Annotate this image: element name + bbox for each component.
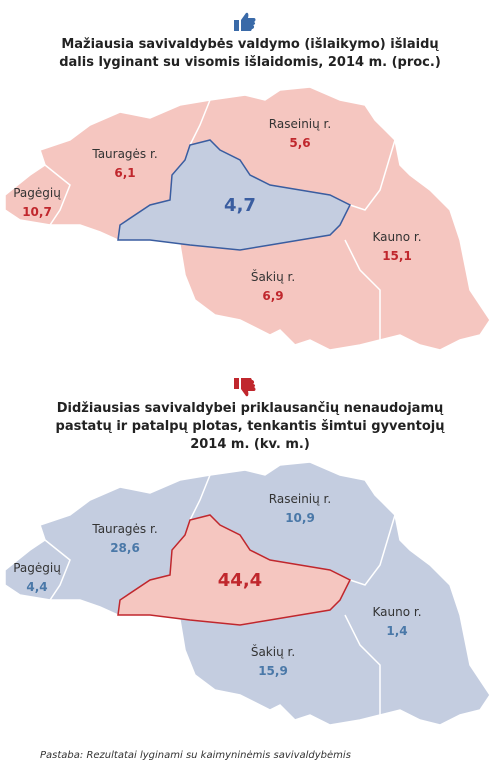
region-value: 5,6: [289, 136, 310, 150]
map-1: [4, 86, 491, 351]
region-name: Kauno r.: [372, 605, 421, 619]
region-value: 1,4: [386, 624, 407, 638]
region-name: Kauno r.: [372, 230, 421, 244]
region-value: 15,1: [382, 249, 412, 263]
region-name: Raseinių r.: [269, 117, 331, 131]
map-title: Didžiausias savivaldybei priklausančių n…: [57, 401, 444, 416]
region-value: 10,7: [22, 205, 52, 219]
thumbs-down-icon: [234, 378, 256, 397]
map-title: dalis lyginant su visomis išlaidomis, 20…: [59, 55, 441, 70]
region-name: Pagėgių: [13, 186, 61, 200]
region-value: 6,1: [114, 166, 135, 180]
note: Pastaba: Rezultatai lyginami su kaimynin…: [40, 750, 351, 761]
region-name: Šakių r.: [251, 644, 295, 659]
map-title: pastatų ir patalpų plotas, tenkantis šim…: [56, 419, 446, 434]
region-name: Šakių r.: [251, 269, 295, 284]
map-2: [4, 461, 491, 726]
region-name: Pagėgių: [13, 561, 61, 575]
region-name: Tauragės r.: [91, 147, 157, 161]
map-title: Mažiausia savivaldybės valdymo (išlaikym…: [61, 37, 439, 52]
region-name: Tauragės r.: [91, 522, 157, 536]
map-title: 2014 m. (kv. m.): [190, 437, 310, 452]
region-value: 6,9: [262, 289, 283, 303]
center-value: 4,7: [224, 195, 256, 216]
region-value: 10,9: [285, 511, 315, 525]
thumbs-up-icon: [234, 12, 256, 31]
region-value: 4,4: [26, 580, 47, 594]
center-value: 44,4: [218, 570, 262, 591]
region-name: Raseinių r.: [269, 492, 331, 506]
region-value: 28,6: [110, 541, 140, 555]
region-value: 15,9: [258, 664, 288, 678]
